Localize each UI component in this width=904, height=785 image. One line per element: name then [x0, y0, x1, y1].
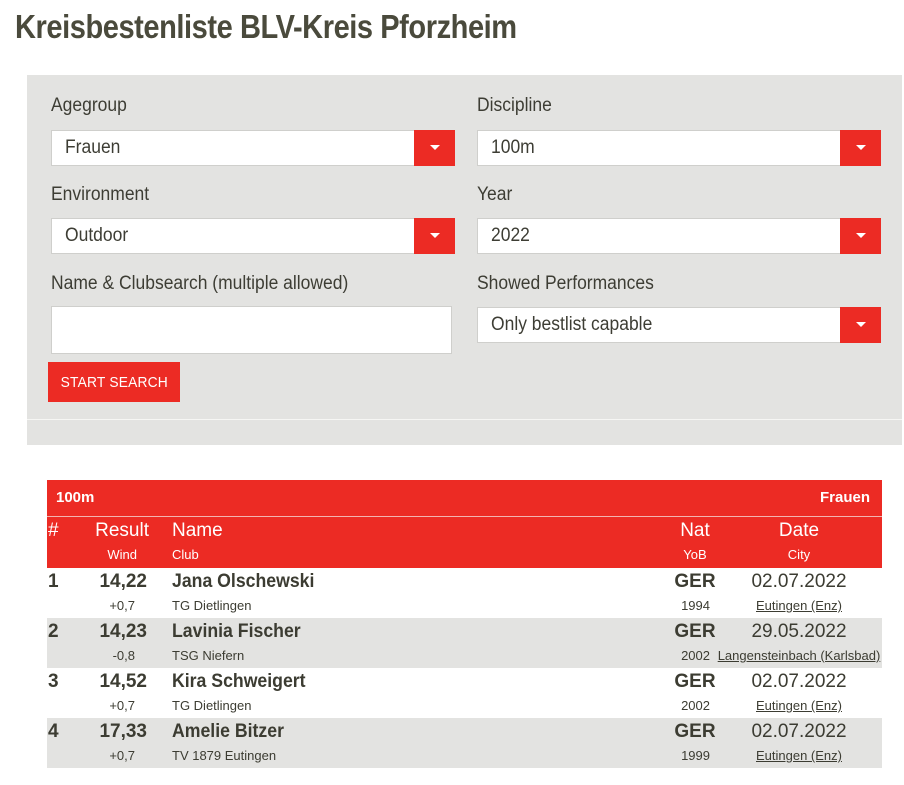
col-city: City: [787, 547, 811, 562]
athlete-name: Jana Olschewski: [172, 571, 315, 592]
col-nat: Nat: [680, 520, 710, 541]
results-header: 100m Frauen: [47, 480, 882, 517]
results-discipline: 100m: [56, 489, 95, 506]
rank: 1: [48, 571, 59, 592]
year-of-birth: 2002: [681, 698, 710, 713]
col-rank: #: [48, 520, 59, 541]
city-link[interactable]: Eutingen (Enz): [756, 748, 842, 763]
results-agegroup: Frauen: [819, 489, 870, 506]
start-search-button[interactable]: START SEARCH: [48, 362, 180, 402]
wind: +0,7: [109, 598, 135, 613]
results-table: 100m Frauen # Result Wind Name Club Nat …: [47, 480, 882, 768]
filter-panel: Agegroup Frauen Discipline 100m Environm…: [27, 75, 902, 445]
rank: 2: [48, 621, 59, 642]
discipline-select[interactable]: 100m: [477, 130, 881, 166]
nationality: GER: [674, 621, 716, 642]
table-row: 4 17,33 +0,7 Amelie Bitzer TV 1879 Eutin…: [47, 718, 882, 768]
col-wind: Wind: [107, 547, 137, 562]
result: 14,22: [99, 571, 147, 592]
wind: +0,7: [109, 748, 135, 763]
nationality: GER: [674, 671, 716, 692]
city-link[interactable]: Eutingen (Enz): [756, 598, 842, 613]
city-link[interactable]: Eutingen (Enz): [756, 698, 842, 713]
club: TSG Niefern: [172, 648, 245, 663]
result: 17,33: [99, 721, 147, 742]
col-result: Result: [95, 520, 149, 541]
chevron-down-icon[interactable]: [414, 218, 455, 254]
rank: 3: [48, 671, 59, 692]
year-value: 2022: [491, 225, 530, 246]
rank: 4: [48, 721, 59, 742]
club: TG Dietlingen: [172, 698, 252, 713]
col-club: Club: [172, 547, 199, 562]
year-label: Year: [477, 184, 513, 205]
start-search-label: START SEARCH: [60, 373, 168, 391]
performances-select[interactable]: Only bestlist capable: [477, 307, 881, 343]
year-of-birth: 2002: [681, 648, 710, 663]
table-row: 2 14,23 -0,8 Lavinia Fischer TSG Niefern…: [47, 618, 882, 668]
agegroup-select[interactable]: Frauen: [51, 130, 455, 166]
table-row: 3 14,52 +0,7 Kira Schweigert TG Dietling…: [47, 668, 882, 718]
year-select[interactable]: 2022: [477, 218, 881, 254]
club: TV 1879 Eutingen: [172, 748, 277, 763]
chevron-down-icon[interactable]: [840, 130, 881, 166]
column-header-row: # Result Wind Name Club Nat YoB Date Cit…: [47, 517, 882, 568]
agegroup-label: Agegroup: [51, 95, 127, 116]
athlete-name: Kira Schweigert: [172, 671, 306, 692]
performances-label: Showed Performances: [477, 273, 654, 294]
date: 02.07.2022: [751, 671, 847, 692]
agegroup-value: Frauen: [65, 137, 121, 158]
year-of-birth: 1994: [681, 598, 710, 613]
nationality: GER: [674, 721, 716, 742]
athlete-name: Lavinia Fischer: [172, 621, 301, 642]
table-row: 1 14,22 +0,7 Jana Olschewski TG Dietling…: [47, 568, 882, 618]
city-link[interactable]: Langensteinbach (Karlsbad): [717, 648, 881, 663]
discipline-label: Discipline: [477, 95, 552, 116]
namesearch-label: Name & Clubsearch (multiple allowed): [51, 273, 349, 294]
year-of-birth: 1999: [681, 748, 710, 763]
col-yob: YoB: [683, 547, 707, 562]
performances-value: Only bestlist capable: [491, 314, 653, 335]
discipline-value: 100m: [491, 137, 535, 158]
athlete-name: Amelie Bitzer: [172, 721, 284, 742]
chevron-down-icon[interactable]: [840, 307, 881, 343]
environment-value: Outdoor: [65, 225, 129, 246]
page-title: Kreisbestenliste BLV-Kreis Pforzheim: [15, 8, 517, 45]
wind: +0,7: [109, 698, 135, 713]
result: 14,52: [99, 671, 147, 692]
date: 02.07.2022: [751, 721, 847, 742]
name-club-search-input[interactable]: [51, 306, 452, 354]
environment-select[interactable]: Outdoor: [51, 218, 455, 254]
chevron-down-icon[interactable]: [840, 218, 881, 254]
club: TG Dietlingen: [172, 598, 252, 613]
date: 29.05.2022: [751, 621, 847, 642]
date: 02.07.2022: [751, 571, 847, 592]
environment-label: Environment: [51, 184, 150, 205]
wind: -0,8: [112, 648, 135, 663]
col-date: Date: [778, 520, 820, 541]
chevron-down-icon[interactable]: [414, 130, 455, 166]
panel-divider: [27, 419, 902, 420]
col-name: Name: [172, 520, 223, 541]
result: 14,23: [99, 621, 147, 642]
nationality: GER: [674, 571, 716, 592]
